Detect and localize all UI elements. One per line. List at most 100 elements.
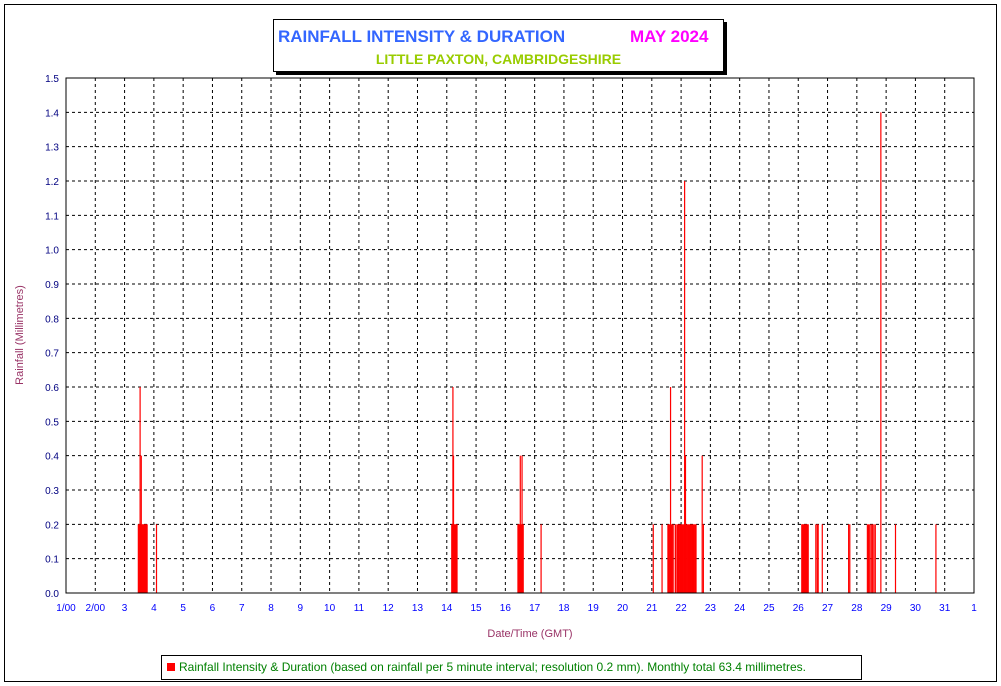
rain-bar — [816, 524, 818, 593]
x-tick-label: 8 — [268, 603, 274, 614]
x-tick-label: 18 — [558, 603, 570, 614]
rain-bar — [684, 181, 686, 593]
legend-text: Rainfall Intensity & Duration (based on … — [179, 660, 806, 674]
x-tick-label: 28 — [851, 603, 863, 614]
grid — [66, 78, 974, 593]
rain-bar — [807, 524, 809, 593]
chart-title: RAINFALL INTENSITY & DURATION — [278, 27, 566, 46]
x-tick-label: 12 — [383, 603, 395, 614]
x-tick-label: 13 — [412, 603, 424, 614]
x-tick-label: 25 — [763, 603, 775, 614]
x-tick-label: 31 — [939, 603, 951, 614]
y-tick-label: 0.5 — [45, 417, 59, 428]
rain-bar — [817, 524, 819, 593]
x-tick-label: 1 — [971, 603, 977, 614]
rain-bar — [815, 524, 817, 593]
x-tick-label: 6 — [210, 603, 216, 614]
rain-bar — [139, 387, 141, 593]
x-tick-label: 21 — [646, 603, 658, 614]
y-tick-label: 0.1 — [45, 555, 59, 566]
rain-bar — [679, 524, 681, 593]
rain-bar — [690, 524, 692, 593]
y-tick-label: 1.1 — [45, 211, 59, 222]
y-tick-label: 0.2 — [45, 520, 59, 531]
legend-swatch — [167, 663, 175, 671]
rain-bar — [668, 524, 670, 593]
y-tick-label: 0.3 — [45, 486, 59, 497]
x-tick-label: 22 — [676, 603, 688, 614]
bars — [137, 112, 937, 593]
x-tick-label: 23 — [705, 603, 717, 614]
rain-bar — [880, 112, 882, 593]
rain-bar — [672, 524, 674, 593]
rain-bar — [701, 455, 703, 593]
rain-bar — [691, 524, 694, 593]
y-tick-label: 1.0 — [45, 246, 59, 257]
rain-bar — [681, 524, 683, 593]
y-tick-label: 0.4 — [45, 452, 59, 463]
rain-bar — [693, 524, 695, 593]
rain-bar — [669, 524, 671, 593]
y-tick-label: 1.2 — [45, 177, 59, 188]
rain-bar — [691, 524, 693, 593]
rain-bar — [680, 524, 682, 593]
rain-bar — [522, 524, 524, 593]
x-tick-label: 1/00 — [56, 603, 76, 614]
rain-bar — [670, 524, 673, 593]
rain-bar — [155, 524, 158, 593]
y-tick-label: 0.6 — [45, 383, 59, 394]
chart-frame — [4, 4, 997, 682]
rain-bar — [695, 524, 697, 593]
x-axis-label: Date/Time (GMT) — [487, 628, 572, 640]
y-tick-label: 0.7 — [45, 349, 59, 360]
rain-bar — [870, 524, 872, 593]
rain-bar — [849, 524, 851, 593]
rain-bar — [871, 524, 873, 593]
rain-bar — [677, 524, 680, 593]
y-tick-label: 0.0 — [45, 589, 59, 600]
rain-bar — [935, 524, 937, 593]
x-tick-label: 14 — [441, 603, 453, 614]
rain-bar — [894, 524, 897, 593]
rain-bar — [702, 524, 704, 593]
rain-bar — [866, 524, 868, 593]
x-tick-label: 4 — [151, 603, 157, 614]
rain-bar — [683, 524, 685, 593]
x-tick-label: 26 — [793, 603, 805, 614]
y-tick-label: 1.3 — [45, 143, 59, 154]
rain-bar — [684, 455, 687, 593]
chart-subtitle: LITTLE PAXTON, CAMBRIDGESHIRE — [375, 51, 622, 67]
plot-area-border — [65, 77, 975, 594]
rain-bar — [689, 524, 691, 593]
y-tick-label: 1.4 — [45, 108, 59, 119]
x-tick-label: 19 — [588, 603, 600, 614]
x-tick-label: 5 — [180, 603, 186, 614]
rain-bar — [540, 524, 542, 593]
rain-bar — [678, 524, 680, 593]
rain-bar — [685, 524, 687, 593]
rain-bar — [146, 524, 148, 593]
rain-bar — [873, 524, 875, 593]
y-tick-label: 0.8 — [45, 314, 59, 325]
rain-bar — [688, 524, 690, 593]
y-tick-label: 1.5 — [45, 74, 59, 85]
rain-bar — [652, 524, 654, 593]
x-tick-label: 24 — [734, 603, 746, 614]
rain-bar — [669, 387, 672, 593]
rain-bar — [687, 524, 689, 593]
x-tick-label: 30 — [910, 603, 922, 614]
rain-bar — [676, 524, 679, 593]
rain-bar — [848, 524, 850, 593]
x-tick-label: 20 — [617, 603, 629, 614]
rain-bar — [667, 524, 669, 593]
rain-bar — [692, 524, 694, 593]
x-tick-labels: 1/00 2/00 3 4 5 6 7 8 9 10 11 12 13 14 15 16 17 18 19 20 21 2… — [56, 603, 977, 614]
chart-month: MAY 2024 — [630, 27, 709, 46]
rain-bar — [674, 524, 676, 593]
rain-bar — [661, 524, 663, 593]
rain-bar — [867, 524, 870, 593]
x-tick-label: 27 — [822, 603, 834, 614]
rain-bar — [671, 524, 673, 593]
y-tick-labels: 0.0 0.1 0.2 0.3 0.4 0.5 0.6 0.7 0.8 0.9 1.0 1.1 1.2 1… — [45, 74, 59, 600]
